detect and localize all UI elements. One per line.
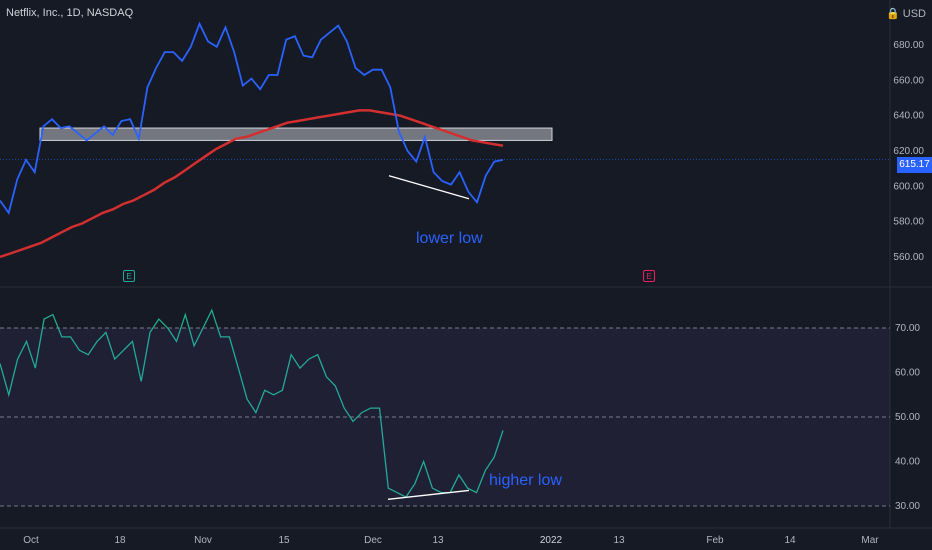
- time-tick-label: 13: [613, 535, 625, 546]
- rsi-tick-label: 40.00: [895, 457, 920, 468]
- time-tick-label: Dec: [364, 535, 382, 546]
- rsi-tick-label: 70.00: [895, 323, 920, 334]
- last-price-tag: 615.17: [897, 157, 932, 173]
- time-tick-label: Mar: [861, 535, 879, 546]
- time-tick-label: 15: [278, 535, 290, 546]
- time-tick-label: Oct: [23, 535, 39, 546]
- time-tick-label: 14: [784, 535, 796, 546]
- price-line[interactable]: [0, 21, 504, 216]
- rsi-tick-label: 60.00: [895, 368, 920, 379]
- price-tick-label: 640.00: [893, 111, 924, 122]
- price-tick-label: 580.00: [893, 217, 924, 228]
- time-tick-label: 13: [432, 535, 444, 546]
- currency-text: USD: [902, 8, 926, 20]
- price-tick-label: 660.00: [893, 75, 924, 86]
- rsi-tick-label: 50.00: [895, 412, 920, 423]
- price-tick-label: 680.00: [893, 40, 924, 51]
- earnings-marker-2[interactable]: E: [643, 270, 655, 282]
- rsi-divergence-line[interactable]: [387, 489, 470, 500]
- moving-average-line[interactable]: [0, 109, 504, 259]
- annotation-higher-low: higher low: [489, 472, 562, 489]
- symbol-title: Netflix, Inc., 1D, NASDAQ: [6, 7, 134, 19]
- annotation-lower-low: lower low: [416, 230, 483, 247]
- time-tick-label: 2022: [540, 535, 563, 546]
- rsi-line[interactable]: [0, 308, 504, 498]
- price-tick-label: 560.00: [893, 252, 924, 263]
- earnings-marker-1[interactable]: E: [123, 270, 135, 282]
- price-tick-label: 600.00: [893, 181, 924, 192]
- lock-icon: 🔒: [886, 8, 900, 20]
- time-tick-label: Feb: [706, 535, 724, 546]
- currency-label[interactable]: 🔒 USD: [886, 7, 926, 20]
- price-divergence-line[interactable]: [388, 175, 470, 200]
- rsi-tick-label: 30.00: [895, 501, 920, 512]
- price-tick-label: 620.00: [893, 146, 924, 157]
- time-tick-label: 18: [114, 535, 126, 546]
- time-tick-label: Nov: [194, 535, 212, 546]
